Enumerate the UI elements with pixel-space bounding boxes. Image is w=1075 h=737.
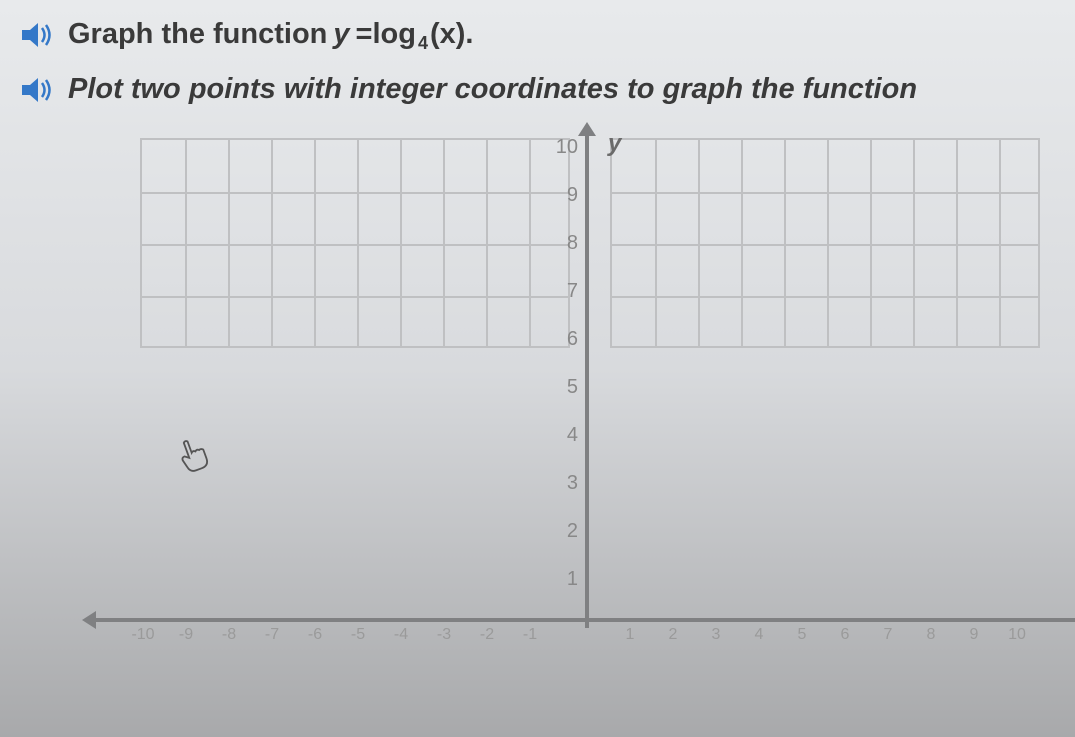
y-tick: 1 [548,568,578,591]
y-axis [585,128,589,628]
x-tick: 10 [1002,626,1032,644]
grid-quadrant-left [140,138,570,348]
x-tick: -8 [214,626,244,644]
prompt-text-2: Plot two points with integer coordinates… [68,73,917,106]
x-tick: 7 [873,626,903,644]
x-tick: -6 [300,626,330,644]
x-tick: -3 [429,626,459,644]
prompt1-log: log [372,18,416,51]
x-tick: -1 [515,626,545,644]
x-axis-arrow-left [82,611,96,629]
y-tick: 6 [548,328,578,351]
prompt-line-1: Graph the function y = log 4 (x). [20,18,1055,51]
x-axis [90,618,1075,622]
x-tick: 2 [658,626,688,644]
x-tick: -7 [257,626,287,644]
audio-icon[interactable] [20,20,54,50]
prompt1-pre: Graph the function [68,18,327,51]
prompt1-y: y [333,18,349,51]
coordinate-grid[interactable]: y x 10 9 8 7 6 5 4 3 2 1 -10 -9 -8 -7 -6… [90,128,1050,648]
x-tick: 1 [615,626,645,644]
y-tick: 8 [548,232,578,255]
x-tick: -2 [472,626,502,644]
x-tick: 6 [830,626,860,644]
y-tick: 10 [548,136,578,159]
prompt1-logexp: log 4 (x). [372,18,473,51]
hand-cursor-icon [174,434,217,484]
y-tick: 3 [548,472,578,495]
x-tick: 5 [787,626,817,644]
x-tick: -9 [171,626,201,644]
x-tick: 4 [744,626,774,644]
y-tick: 7 [548,280,578,303]
y-tick: 9 [548,184,578,207]
y-tick: 5 [548,376,578,399]
x-tick: 3 [701,626,731,644]
y-tick: 4 [548,424,578,447]
x-tick: 9 [959,626,989,644]
x-tick: -5 [343,626,373,644]
prompt-line-2: Plot two points with integer coordinates… [20,73,1055,106]
prompt1-eq: = [356,18,373,51]
x-tick: 8 [916,626,946,644]
y-tick: 2 [548,520,578,543]
y-axis-label: y [608,130,621,158]
grid-quadrant-right [610,138,1040,348]
prompt1-base: 4 [418,33,428,54]
y-axis-arrow [578,122,596,136]
prompt-text-1: Graph the function y = log 4 (x). [68,18,473,51]
prompt1-arg: (x). [430,18,474,51]
x-tick: -10 [128,626,158,644]
audio-icon[interactable] [20,75,54,105]
x-tick: -4 [386,626,416,644]
